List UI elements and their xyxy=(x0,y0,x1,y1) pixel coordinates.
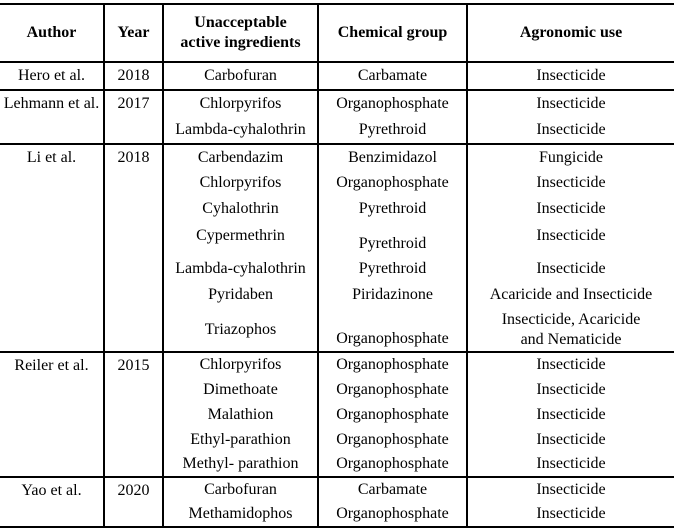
ingredient-cell: Lambda-cyhalothrin xyxy=(162,117,318,144)
unacceptable-pesticides-table: Author Year Unacceptable active ingredient… xyxy=(0,3,674,528)
table-row: Triazophos Organophosphate Insecticide, Ac… xyxy=(0,308,674,352)
table-row: Hero et al. 2018 Carbofuran Carbamate Insect… xyxy=(0,62,674,90)
header-cell-year: Year xyxy=(103,4,163,62)
chemical-cell: Organophosphate xyxy=(317,502,467,527)
chemical-cell: Organophosphate xyxy=(317,170,467,196)
use-cell: Insecticide xyxy=(466,117,674,144)
author-cell: Lehmann et al. xyxy=(3,95,100,112)
chemical-cell: Carbamate xyxy=(317,62,467,90)
chemical-cell: Benzimidazol xyxy=(317,144,467,170)
use-cell: Insecticide xyxy=(466,352,674,377)
table-row: Cypermethrin Pyrethroid Insecticide xyxy=(0,222,674,256)
header-cell-author: Author xyxy=(26,24,77,41)
chemical-cell: Organophosphate xyxy=(317,427,467,452)
use-cell: Insecticide xyxy=(466,477,674,502)
table-row: Li et al. 2018 Carbendazim Benzimidazol Fung… xyxy=(0,144,674,352)
table-row: Pyridaben Piridazinone Acaricide and Insec… xyxy=(0,282,674,308)
ingredient-cell: Carbofuran xyxy=(162,477,318,502)
use-cell: Insecticide xyxy=(466,452,674,477)
study-group: Hero et al. 2018 Carbofuran Carbamate Insect… xyxy=(0,62,674,90)
chemical-cell: Organophosphate xyxy=(317,90,467,117)
ingredient-cell: Methyl- parathion xyxy=(162,452,318,477)
chemical-cell: Organophosphate xyxy=(317,402,467,427)
study-group: Lehmann et al. 2017 Chlorpyrifos Organophos… xyxy=(0,90,674,144)
use-cell: Insecticide xyxy=(466,402,674,427)
use-cell: Acaricide and Insecticide xyxy=(466,282,674,308)
use-cell: Insecticide, Acaricide and Nematicide xyxy=(466,308,674,352)
ingredient-cell: Methamidophos xyxy=(162,502,318,527)
header-cell-ing: Unacceptable active ingredients xyxy=(162,4,318,62)
year-cell: 2015 xyxy=(103,352,163,477)
table-row: Methamidophos Organophosphate Insecticide xyxy=(0,502,674,527)
ingredient-cell: Lambda-cyhalothrin xyxy=(162,256,318,282)
ingredient-cell: Triazophos xyxy=(162,308,318,352)
year-cell: 2018 xyxy=(103,62,163,90)
ingredient-cell: Cyhalothrin xyxy=(162,196,318,222)
table-row: Methyl- parathion Organophosphate Insectic… xyxy=(0,452,674,477)
author-cell: Li et al. xyxy=(26,149,77,166)
chemical-cell: Organophosphate xyxy=(317,452,467,477)
author-cell: Yao et al. xyxy=(21,482,82,499)
ingredient-cell: Ethyl-parathion xyxy=(162,427,318,452)
use-cell: Insecticide xyxy=(466,222,674,256)
use-cell: Insecticide xyxy=(466,90,674,117)
ingredient-cell: Dimethoate xyxy=(162,377,318,402)
ingredient-cell: Carbofuran xyxy=(162,62,318,90)
chemical-cell: Pyrethroid xyxy=(317,117,467,144)
author-cell: Hero et al. xyxy=(17,67,86,84)
year-cell: 2020 xyxy=(103,477,163,527)
table-row: Yao et al. 2020 Carbofuran Carbamate Insecti… xyxy=(0,477,674,527)
chemical-cell: Organophosphate xyxy=(317,377,467,402)
use-cell: Insecticide xyxy=(466,170,674,196)
chemical-cell: Pyrethroid xyxy=(317,196,467,222)
study-group: Yao et al. 2020 Carbofuran Carbamate Insecti… xyxy=(0,477,674,527)
table-header: Author Year Unacceptable active ingredient… xyxy=(0,4,674,62)
chemical-cell: Carbamate xyxy=(317,477,467,502)
use-cell: Insecticide xyxy=(466,377,674,402)
table-row: Chlorpyrifos Organophosphate Insecticide xyxy=(0,170,674,196)
ingredient-cell: Carbendazim xyxy=(162,144,318,170)
chemical-cell: Pyrethroid xyxy=(317,222,467,256)
study-group: Li et al. 2018 Carbendazim Benzimidazol Fung… xyxy=(0,144,674,352)
use-cell: Fungicide xyxy=(466,144,674,170)
table-row: Malathion Organophosphate Insecticide xyxy=(0,402,674,427)
use-cell: Insecticide xyxy=(466,196,674,222)
year-cell: 2018 xyxy=(103,144,163,352)
table-row: Dimethoate Organophosphate Insecticide xyxy=(0,377,674,402)
table-row: Lehmann et al. 2017 Chlorpyrifos Organophos… xyxy=(0,90,674,144)
chemical-cell: Piridazinone xyxy=(317,282,467,308)
header-cell-chem: Chemical group xyxy=(317,4,467,62)
table-row: Lambda-cyhalothrin Pyrethroid Insecticide xyxy=(0,117,674,144)
header-cell-use: Agronomic use xyxy=(466,4,674,62)
use-cell: Insecticide xyxy=(466,502,674,527)
header-row: Author Year Unacceptable active ingredient… xyxy=(0,4,674,62)
ingredient-cell: Chlorpyrifos xyxy=(162,90,318,117)
table-row: Ethyl-parathion Organophosphate Insecticid… xyxy=(0,427,674,452)
study-group: Reiler et al. 2015 Chlorpyrifos Organophosp… xyxy=(0,352,674,477)
chemical-cell: Organophosphate xyxy=(317,308,467,352)
use-cell: Insecticide xyxy=(466,62,674,90)
ingredient-cell: Pyridaben xyxy=(162,282,318,308)
table-row: Cyhalothrin Pyrethroid Insecticide xyxy=(0,196,674,222)
use-cell: Insecticide xyxy=(466,256,674,282)
table-row: Reiler et al. 2015 Chlorpyrifos Organophosp… xyxy=(0,352,674,477)
ingredient-cell: Chlorpyrifos xyxy=(162,170,318,196)
table-row: Lambda-cyhalothrin Pyrethroid Insecticide xyxy=(0,256,674,282)
ingredient-cell: Chlorpyrifos xyxy=(162,352,318,377)
chemical-cell: Pyrethroid xyxy=(317,256,467,282)
author-cell: Reiler et al. xyxy=(14,357,89,374)
use-cell: Insecticide xyxy=(466,427,674,452)
year-cell: 2017 xyxy=(103,90,163,144)
ingredient-cell: Malathion xyxy=(162,402,318,427)
chemical-cell: Organophosphate xyxy=(317,352,467,377)
ingredient-cell: Cypermethrin xyxy=(162,222,318,256)
